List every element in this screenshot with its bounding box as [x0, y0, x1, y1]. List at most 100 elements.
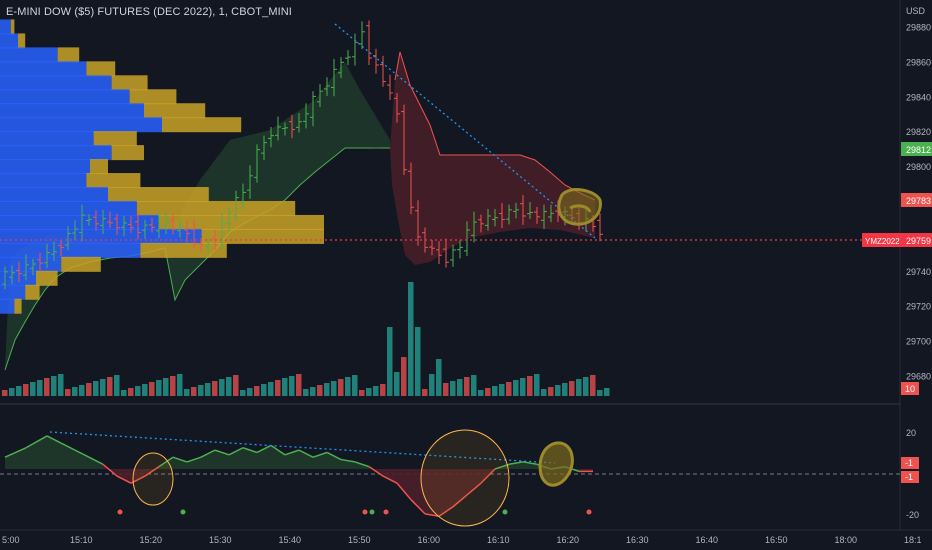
osc-line — [228, 447, 244, 456]
vp-up-bar — [0, 61, 87, 77]
time-tick-label: 15:40 — [279, 535, 302, 545]
vp-up-bar — [0, 131, 94, 147]
vp-down-bar — [86, 173, 141, 189]
volume-bar — [324, 383, 330, 396]
osc-trendline — [49, 431, 556, 464]
volume-bar — [478, 390, 484, 396]
volume-bar — [261, 384, 267, 396]
volume-bar — [30, 382, 36, 396]
volume-bar — [415, 327, 421, 396]
osc-tick-top: 20 — [906, 428, 916, 438]
osc-label-a-bg — [901, 457, 919, 469]
vp-down-bar — [25, 284, 40, 300]
osc-fill — [61, 443, 75, 469]
osc-fill — [117, 469, 131, 484]
osc-line — [410, 499, 426, 515]
volume-bar — [303, 389, 309, 396]
volume-bar — [401, 357, 407, 396]
cloud-green-outline — [4, 147, 390, 371]
vp-up-bar — [0, 103, 144, 119]
vp-down-bar — [140, 242, 227, 258]
volume-bar — [387, 327, 393, 396]
volume-bar — [499, 384, 505, 396]
osc-fill — [187, 457, 201, 469]
osc-fill — [397, 469, 411, 500]
volume-label: 10 — [905, 384, 915, 394]
vp-up-bar — [0, 19, 11, 35]
osc-line — [102, 463, 118, 477]
cloud-red — [390, 52, 595, 265]
osc-line — [214, 449, 230, 456]
vp-up-bar — [0, 298, 15, 314]
volume-bar — [163, 378, 169, 396]
time-axis[interactable]: 5:00 15:10 15:20 15:30 15:40 15:50 16:00 16:10 1… — [2, 535, 922, 545]
volume-bar — [2, 390, 8, 396]
osc-line — [186, 456, 202, 463]
vp-down-bar — [111, 145, 144, 161]
symbol-tag: YMZ2022 — [865, 237, 900, 246]
osc-fill — [243, 447, 257, 469]
volume-bar — [240, 390, 246, 396]
volume-bar — [590, 375, 596, 396]
osc-fill — [299, 450, 313, 469]
vp-up-bar — [0, 145, 112, 161]
osc-tick-bottom: -20 — [906, 510, 919, 520]
volume-bar — [254, 386, 260, 396]
osc-line — [270, 444, 286, 456]
volume-bar — [352, 375, 358, 396]
osc-line — [4, 447, 27, 458]
volume-bar — [121, 390, 127, 396]
volume-bar — [198, 385, 204, 396]
osc-fill — [327, 452, 341, 469]
vp-up-bar — [0, 242, 141, 258]
osc-marker — [180, 509, 186, 515]
volume-bar — [359, 390, 365, 396]
volume-bars — [2, 282, 610, 396]
vp-down-bar — [86, 61, 116, 77]
vp-up-bar — [0, 270, 36, 286]
volume-bar — [464, 377, 470, 396]
price-label-down-bg — [901, 193, 932, 207]
osc-line — [396, 482, 412, 501]
volume-bar — [170, 376, 176, 396]
oscillator-markers — [117, 509, 592, 515]
volume-bar — [555, 385, 561, 396]
volume-bar — [16, 386, 22, 396]
osc-line — [522, 461, 538, 466]
osc-fill — [173, 457, 187, 469]
oscillator — [4, 435, 593, 517]
volume-bar — [107, 377, 113, 396]
vp-down-bar — [61, 256, 101, 272]
time-tick-label: 15:50 — [348, 535, 371, 545]
volume-bar — [576, 379, 582, 396]
volume-bar — [408, 282, 414, 396]
osc-fill — [439, 469, 453, 517]
vp-down-bar — [144, 103, 206, 119]
time-tick-label: 15:30 — [209, 535, 232, 545]
volume-bar — [366, 388, 372, 396]
vp-down-bar — [18, 33, 26, 49]
volume-bar — [506, 382, 512, 396]
time-tick-label: 16:20 — [557, 535, 580, 545]
volume-bar — [450, 381, 456, 396]
osc-fill — [131, 469, 145, 484]
osc-line — [242, 447, 258, 454]
volume-bar — [485, 388, 491, 396]
volume-bar — [128, 388, 134, 396]
volume-bar — [394, 372, 400, 396]
osc-fill — [201, 450, 215, 469]
volume-bar — [58, 374, 64, 396]
volume-bar — [135, 386, 141, 396]
volume-label-bg — [901, 382, 919, 395]
osc-line — [368, 466, 384, 477]
volume-bar — [331, 381, 337, 396]
osc-fill — [47, 435, 61, 469]
osc-fill — [26, 435, 47, 469]
time-tick-label: 5:00 — [2, 535, 20, 545]
osc-marker — [117, 509, 123, 515]
osc-line — [172, 456, 188, 463]
volume-bar — [212, 381, 218, 396]
volume-bar — [548, 387, 554, 396]
osc-label-b-bg — [901, 471, 919, 483]
